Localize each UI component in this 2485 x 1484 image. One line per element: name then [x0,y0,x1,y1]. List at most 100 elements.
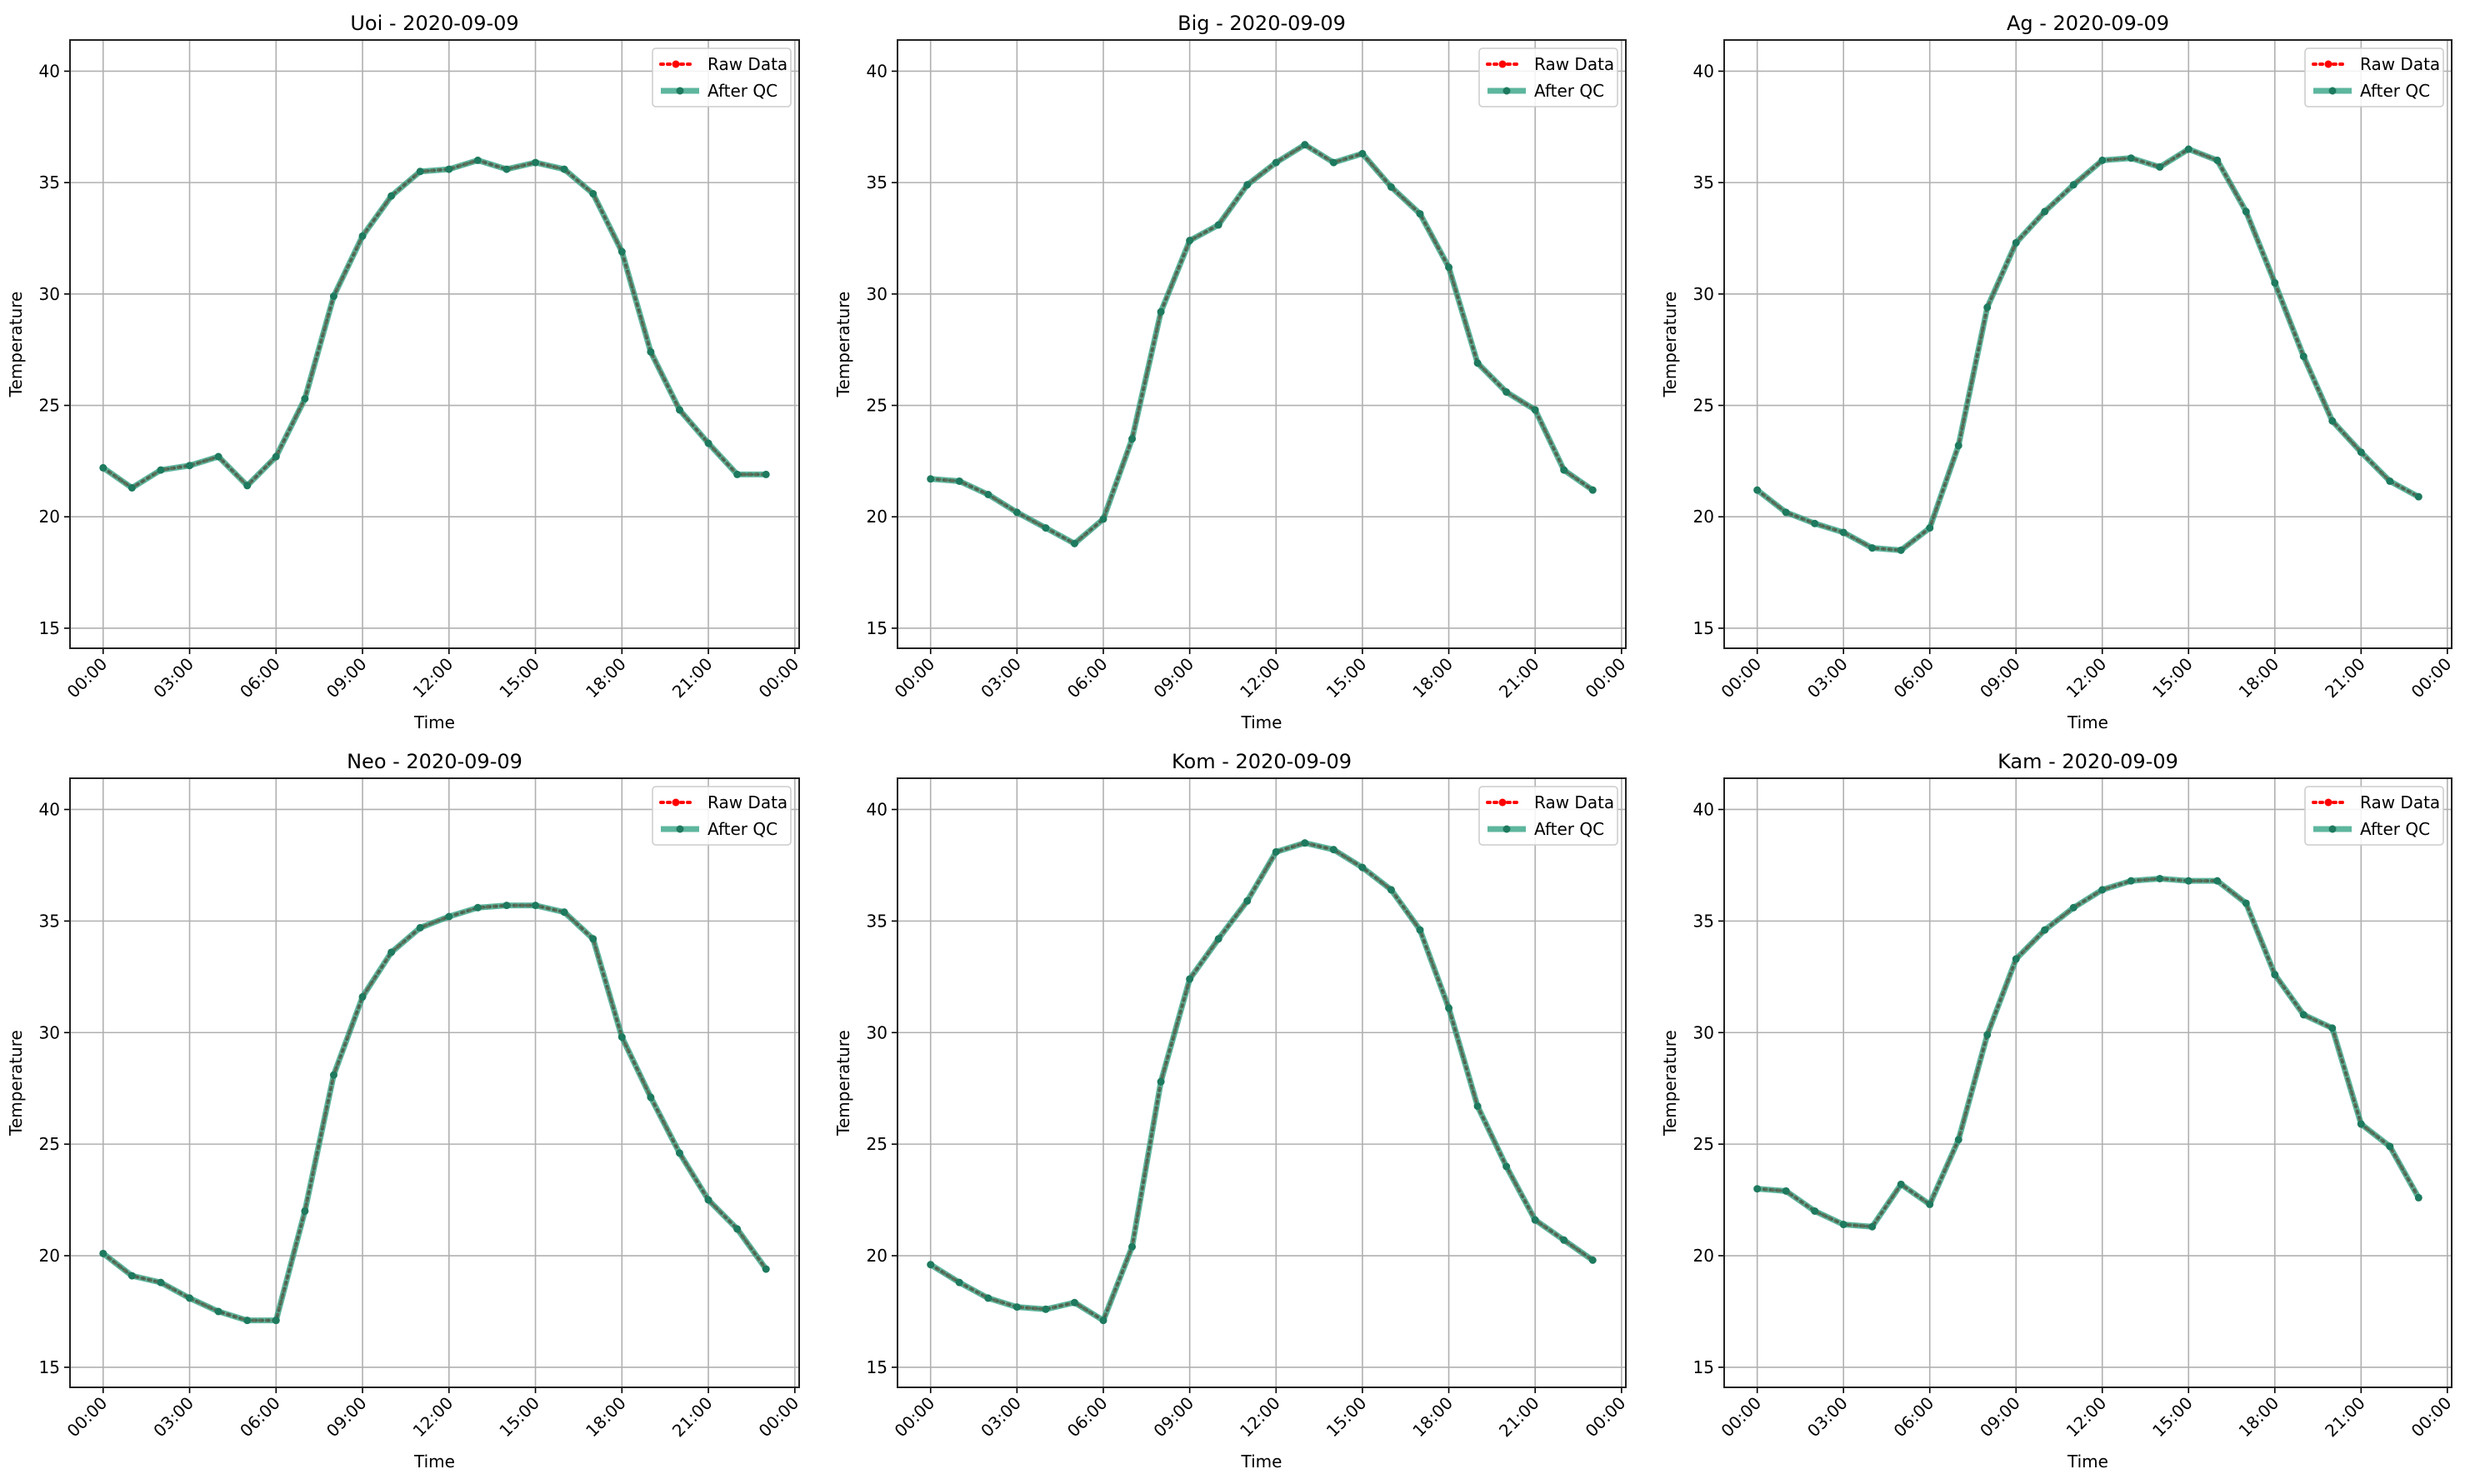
after-qc-point [1753,1185,1762,1193]
raw-data-legend-marker [2324,60,2332,68]
after-qc-point [1531,1216,1539,1224]
legend-label-after-qc: After QC [708,819,778,839]
after-qc-point [1588,486,1597,494]
x-axis-label: Time [2067,712,2108,732]
after-qc-line [101,902,769,1324]
after-qc-point [1099,1317,1108,1325]
after-qc-point [473,903,482,912]
after-qc-point [1358,863,1367,872]
after-qc-point [1897,1180,1905,1188]
after-qc-point [1868,1222,1877,1231]
after-qc-point [1272,158,1280,167]
after-qc-point [1099,515,1108,523]
y-axis-label: Temperature [6,292,26,398]
y-tick-label: 35 [1693,911,1714,931]
after-qc-legend-marker [676,87,684,95]
after-qc-overlay-dots [1756,147,2420,552]
after-qc-point [2069,903,2078,912]
after-qc-point [1329,158,1338,167]
x-tick-label: 21:00 [1495,654,1543,702]
after-qc-point [1473,1102,1482,1111]
y-tick-label: 35 [1693,172,1714,192]
y-tick-label: 40 [867,61,888,81]
x-axis-label: Time [1241,712,1282,732]
x-tick-label: 15:00 [1322,654,1371,702]
x-tick-label: 21:00 [668,1393,717,1442]
after-qc-point [2127,877,2135,885]
after-qc-point [589,935,598,943]
raw-data-line [1755,877,2421,1229]
after-qc-point [1868,544,1877,552]
after-qc-point [733,470,742,478]
after-qc-point [186,462,194,470]
x-tick-label: 00:00 [63,654,112,702]
after-qc-point [1502,387,1511,396]
after-qc-point [2184,877,2192,885]
x-tick-label: 21:00 [2321,1393,2369,1442]
after-qc-point [1416,926,1424,934]
after-qc-overlay-dots [102,904,768,1322]
after-qc-point [647,1093,655,1102]
after-qc-point [1811,1207,1819,1215]
y-tick-label: 15 [39,1357,60,1377]
after-qc-point [1070,1298,1078,1307]
after-qc-point [1157,307,1165,316]
raw-data-line [928,142,1595,546]
after-qc-point [128,483,136,492]
subplot-ag: 00:00 03:00 06:00 09:00 12:00 15:00 18:00 21:00… [1660,12,2455,732]
y-tick-label: 40 [867,799,888,819]
x-tick-label: 00:00 [1582,654,1630,702]
subplot-title: Kam - 2020-09-09 [1998,750,2178,773]
x-axis-label: Time [1241,1452,1282,1472]
after-qc-point [560,165,568,173]
raw-data-legend-marker [672,60,680,68]
after-qc-point [1070,539,1078,547]
after-qc-point [2414,1193,2422,1202]
after-qc-point [329,292,338,301]
after-qc-point [243,482,252,490]
after-qc-point [1012,1303,1021,1312]
y-tick-label: 25 [39,396,60,416]
after-qc-point [2271,278,2279,287]
y-tick-label: 15 [1693,618,1714,638]
y-tick-label: 30 [39,1022,60,1042]
legend-label-raw-data: Raw Data [2360,54,2440,74]
after-qc-point [1983,1031,1992,1039]
raw-data-line [101,158,768,490]
y-tick-label: 20 [39,507,60,527]
y-tick-label: 25 [1693,1134,1714,1154]
legend-label-raw-data: Raw Data [708,54,788,74]
after-qc-point [416,923,424,932]
after-qc-point [704,1196,712,1204]
x-tick-label: 12:00 [409,1393,458,1442]
after-qc-point [589,190,598,198]
subplot-title: Uoi - 2020-09-09 [350,12,518,35]
after-qc-point [1811,519,1819,527]
after-qc-point [955,477,963,485]
subplot-title: Kom - 2020-09-09 [1172,750,1352,773]
after-qc-legend-marker [1502,87,1511,95]
legend: Raw Data After QC [2304,47,2444,107]
after-qc-point [329,1071,338,1079]
after-qc-point [2328,1024,2337,1032]
after-qc-point [2299,352,2308,361]
after-qc-point [502,165,511,173]
y-tick-label: 25 [867,396,888,416]
x-tick-label: 03:00 [977,1393,1025,1442]
y-tick-label: 35 [39,172,60,192]
after-qc-point [2213,156,2222,164]
x-tick-label: 15:00 [495,654,543,702]
after-qc-point [1502,1162,1511,1171]
after-qc-point [2041,207,2049,216]
after-qc-overlay-dots [102,158,767,490]
after-qc-legend-marker [676,825,684,833]
after-qc-point [1782,1187,1790,1195]
after-qc-point [927,475,935,483]
after-qc-point [2012,955,2020,963]
subplot-kam: 00:00 03:00 06:00 09:00 12:00 15:00 18:00 21:00… [1660,750,2455,1472]
subplot-neo: 00:00 03:00 06:00 09:00 12:00 15:00 18:00 21:00… [6,750,802,1472]
axes-frame [69,39,800,649]
x-tick-label: 18:00 [582,654,630,702]
after-qc-point [157,466,165,474]
x-tick-label: 03:00 [1803,1393,1852,1442]
